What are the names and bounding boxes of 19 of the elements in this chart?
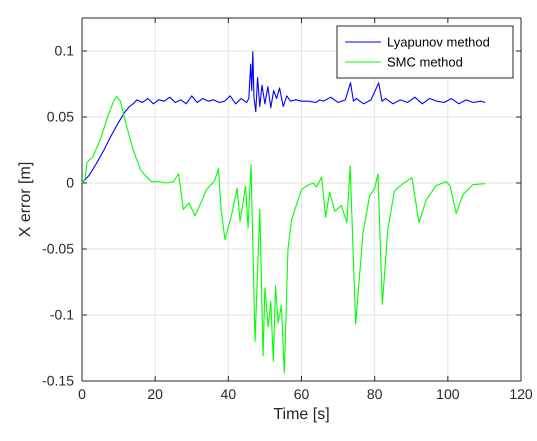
x-tick-label: 60	[294, 386, 310, 402]
x-tick-label: 0	[78, 386, 86, 402]
legend-label: SMC method	[387, 54, 463, 70]
y-tick-label: 0.05	[46, 108, 74, 124]
x-tick-label: 20	[147, 386, 164, 402]
x-tick-label: 80	[366, 386, 383, 402]
x-tick-label: 120	[509, 386, 533, 402]
y-axis-title: X error [m]	[17, 162, 34, 238]
y-tick-label: -0.15	[42, 372, 74, 388]
x-tick-label: 100	[436, 386, 460, 402]
y-tick-label: -0.1	[50, 306, 74, 322]
x-tick-label: 40	[220, 386, 236, 402]
y-tick-label: 0.1	[54, 42, 74, 58]
line-series	[81, 51, 486, 184]
line-series	[81, 96, 486, 374]
y-tick-label: -0.05	[42, 240, 74, 256]
x-axis-title: Time [s]	[273, 406, 330, 423]
y-tick-label: 0	[66, 174, 74, 190]
legend-label: Lyapunov method	[387, 34, 490, 50]
